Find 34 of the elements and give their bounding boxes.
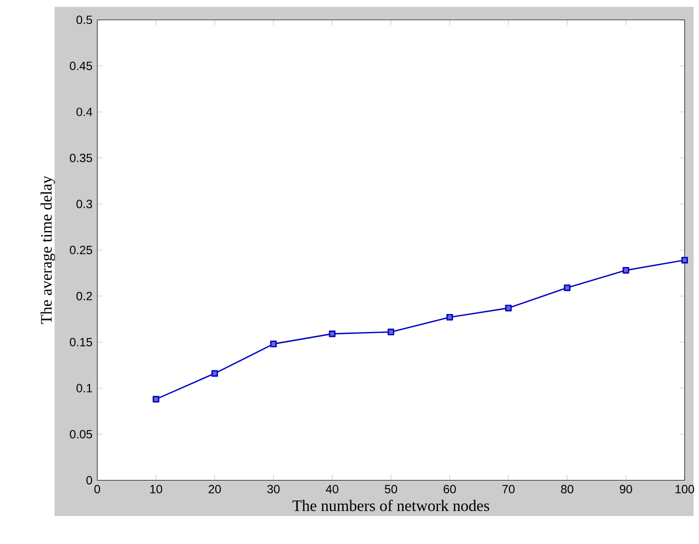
x-tick-label: 70 <box>502 485 515 494</box>
x-tick-label: 60 <box>444 485 456 494</box>
point <box>152 396 160 403</box>
y-tick-label: 0.2 <box>76 292 92 300</box>
y-tick-label: 0.15 <box>70 338 92 346</box>
point <box>388 328 394 336</box>
y-tick-label: 0.3 <box>76 200 92 208</box>
y-tick-label: 0.05 <box>70 430 92 439</box>
x-axis-title: The numbers of network nodes <box>292 500 490 512</box>
x-tick-label: 30 <box>267 485 280 494</box>
y-tick-label: 0.4 <box>76 108 92 116</box>
point <box>328 330 336 338</box>
point <box>622 267 630 274</box>
point <box>270 340 277 348</box>
y-tick-label: 0.45 <box>70 62 92 70</box>
x-tick-label: 40 <box>326 485 338 494</box>
y-tick-label: 0.5 <box>76 16 92 24</box>
point <box>446 314 453 321</box>
y-tick-label: 0.35 <box>70 154 92 162</box>
x-tick-label: 80 <box>561 485 574 494</box>
x-tick-label: 20 <box>208 485 221 494</box>
point <box>564 284 570 292</box>
y-tick-label: 0 <box>86 476 92 485</box>
x-tick-label: 50 <box>384 485 398 494</box>
x-tick-label: 100 <box>676 485 694 494</box>
x-tick-label: 90 <box>620 485 632 494</box>
point <box>211 370 218 377</box>
y-tick-label: 0.1 <box>76 384 92 392</box>
x-tick-label: 10 <box>150 485 162 494</box>
x-tick-label: 0 <box>94 485 100 494</box>
point <box>505 304 512 312</box>
y-axis-title: The average time delay <box>40 176 56 324</box>
point <box>681 256 688 264</box>
y-tick-label: 0.25 <box>70 246 92 254</box>
